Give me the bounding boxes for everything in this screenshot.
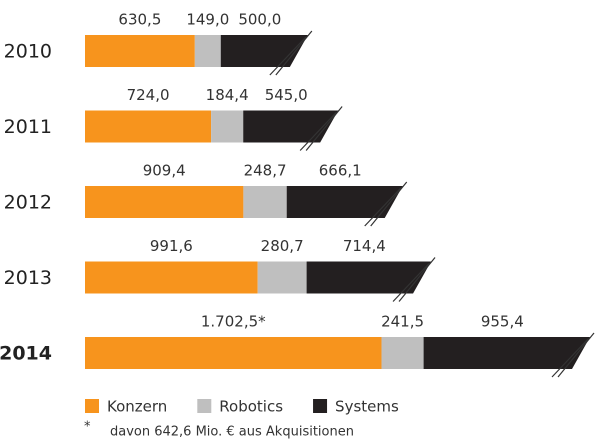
bar-segment xyxy=(85,186,244,218)
axis-break xyxy=(557,332,595,378)
bar-segment xyxy=(306,261,432,294)
value-label: 666,1 xyxy=(319,162,362,180)
bar-segment xyxy=(220,35,308,67)
bar-segment xyxy=(85,337,382,369)
value-label: 955,4 xyxy=(481,313,524,331)
axis-break xyxy=(392,263,430,302)
legend-swatch xyxy=(197,399,212,413)
value-label: 714,4 xyxy=(343,237,386,255)
bar-segment xyxy=(243,110,339,143)
axis-break xyxy=(305,106,343,151)
value-label: 184,4 xyxy=(206,86,249,104)
bar-segment xyxy=(381,337,424,369)
value-label: 1.702,5* xyxy=(201,313,266,331)
value-label: 241,5 xyxy=(381,313,424,331)
y-tick-label: 2011 xyxy=(4,116,52,138)
y-tick-label: 2013 xyxy=(4,267,52,289)
legend-label: Systems xyxy=(335,398,399,416)
bar-segment xyxy=(211,110,244,143)
axis-break xyxy=(299,112,337,151)
value-label: 248,7 xyxy=(244,162,287,180)
legend-swatch xyxy=(313,399,328,413)
legend-swatch xyxy=(85,399,99,413)
bar-segment xyxy=(85,110,212,143)
axis-break xyxy=(370,181,408,227)
bar-segment xyxy=(194,35,221,67)
footnote: davon 642,6 Mio. € aus Akquisitionen xyxy=(110,425,354,440)
bar-segment xyxy=(286,186,403,218)
axis-break xyxy=(269,36,307,76)
footnote-marker: * xyxy=(84,420,91,435)
legend-label: Konzern xyxy=(107,398,167,416)
bar-segment xyxy=(423,337,590,369)
axis-break xyxy=(364,187,402,227)
value-label: 909,4 xyxy=(143,162,186,180)
bar-segment xyxy=(85,261,258,294)
bar-segment xyxy=(257,261,307,294)
y-tick-label: 2010 xyxy=(4,41,52,63)
value-label: 991,6 xyxy=(150,237,193,255)
value-label: 724,0 xyxy=(127,86,170,104)
y-tick-label: 2012 xyxy=(4,192,52,214)
value-label: 630,5 xyxy=(118,11,161,29)
legend-label: Robotics xyxy=(219,398,283,416)
value-label: 500,0 xyxy=(238,11,281,29)
value-label: 149,0 xyxy=(186,11,229,29)
value-label: 280,7 xyxy=(261,237,304,255)
y-tick-label: 2014 xyxy=(0,343,52,365)
axis-break xyxy=(275,30,313,76)
axis-break xyxy=(551,338,589,378)
bar-segment xyxy=(243,186,287,218)
value-label: 545,0 xyxy=(265,86,308,104)
axis-break xyxy=(398,257,436,302)
bar-segment xyxy=(85,35,195,67)
